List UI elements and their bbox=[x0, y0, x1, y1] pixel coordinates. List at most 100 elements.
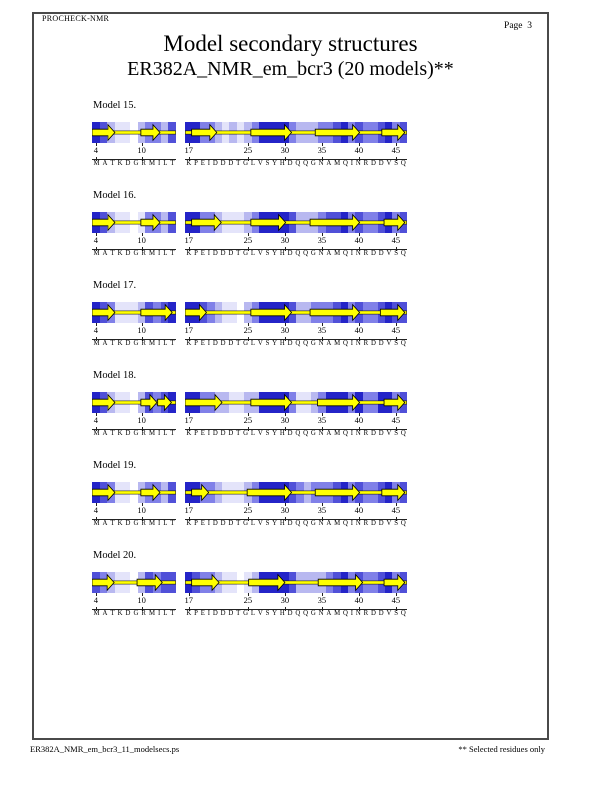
sequence-letter: I bbox=[350, 610, 354, 617]
sequence-letter: T bbox=[236, 250, 241, 257]
sequence-letter: T bbox=[170, 610, 175, 617]
sequence-letter: D bbox=[212, 340, 218, 347]
sequence-letter: D bbox=[287, 430, 293, 437]
beta-strand-arrow bbox=[157, 393, 172, 412]
beta-strand-arrow bbox=[140, 483, 161, 502]
sequence-letter: D bbox=[220, 340, 226, 347]
residue-number: 10 bbox=[137, 325, 146, 335]
sequence-letter: D bbox=[220, 250, 226, 257]
sequence-letter: N bbox=[355, 250, 361, 257]
sequence-letter: G bbox=[133, 610, 139, 617]
secondary-structure-arrows bbox=[185, 483, 407, 502]
sequence-letter: Y bbox=[272, 610, 278, 617]
sequence-letter: L bbox=[250, 610, 255, 617]
residue-strip-right bbox=[185, 212, 408, 233]
residue-number: 25 bbox=[243, 145, 253, 155]
sequence-letter: N bbox=[318, 520, 324, 527]
sequence-letter: Q bbox=[303, 520, 309, 527]
sequence-letter: D bbox=[228, 610, 234, 617]
sequence-letter: I bbox=[350, 520, 354, 527]
sequence-letter: G bbox=[133, 520, 139, 527]
sequence-rule bbox=[185, 429, 407, 430]
sequence-letter: G bbox=[243, 520, 248, 527]
sequence-letter: D bbox=[378, 340, 384, 347]
sequence-letter: T bbox=[236, 160, 241, 167]
sequence-letter: M bbox=[334, 250, 341, 257]
sequence-letter: T bbox=[110, 520, 115, 527]
sequence-letter: P bbox=[194, 610, 198, 617]
sequence-rule bbox=[92, 429, 176, 430]
sequence-letter: Q bbox=[295, 610, 301, 617]
residue-number: 40 bbox=[354, 325, 364, 335]
sequence-letter: Q bbox=[400, 430, 406, 437]
beta-strand-arrow bbox=[379, 303, 406, 322]
sequence-letter: I bbox=[157, 340, 161, 347]
residue-tick bbox=[141, 503, 143, 506]
sequence-rule bbox=[185, 519, 407, 520]
residue-tick bbox=[395, 143, 397, 146]
residue-strip-right bbox=[185, 392, 408, 413]
beta-strand-arrow bbox=[140, 213, 161, 232]
residue-number: 35 bbox=[317, 325, 327, 335]
secondary-structure-arrows bbox=[185, 303, 407, 322]
sequence-letter: H bbox=[279, 340, 285, 347]
residue-number: 17 bbox=[184, 415, 193, 425]
residue-tick bbox=[395, 413, 397, 416]
sequence-letter: A bbox=[102, 430, 108, 437]
residue-number: 17 bbox=[184, 235, 193, 245]
sequence-letter: R bbox=[141, 250, 146, 257]
residue-tick bbox=[188, 233, 190, 236]
sequence-letter: Q bbox=[343, 520, 348, 527]
sequence-letter: K bbox=[186, 340, 192, 347]
residue-tick bbox=[321, 593, 323, 596]
sequence-letter: G bbox=[133, 160, 139, 167]
residue-tick bbox=[247, 593, 249, 596]
sequence-letter: Q bbox=[303, 610, 309, 617]
sequence-letter: K bbox=[186, 520, 192, 527]
sequence-letter: A bbox=[102, 250, 108, 257]
sequence-letter: K bbox=[186, 250, 192, 257]
residue-tick bbox=[358, 503, 360, 506]
sequence-letter: Q bbox=[343, 250, 348, 257]
page-title: Model secondary structures bbox=[163, 31, 418, 56]
residue-number: 4 bbox=[93, 145, 98, 155]
sequence-letter: A bbox=[326, 250, 332, 257]
sequence-rule bbox=[185, 159, 407, 160]
sequence-letter: M bbox=[148, 250, 155, 257]
sequence-letter: T bbox=[236, 340, 241, 347]
residue-tick bbox=[188, 143, 190, 146]
residue-number: 30 bbox=[280, 325, 290, 335]
beta-strand-arrow bbox=[246, 483, 293, 502]
model-label: Model 18. bbox=[93, 370, 137, 381]
sequence-letter: T bbox=[170, 340, 175, 347]
sequence-letter: A bbox=[326, 160, 332, 167]
beta-strand-arrow bbox=[250, 213, 287, 232]
model-label: Model 16. bbox=[93, 190, 137, 201]
sequence-letter: N bbox=[318, 340, 324, 347]
model-section: Model 16. 4 10 M A T K D G R M I L T 17 25 30 35 40 45 K P E I D… bbox=[0, 190, 612, 272]
sequence-letter: G bbox=[310, 610, 316, 617]
residue-strip-right bbox=[185, 122, 408, 143]
residue-strip-right bbox=[185, 482, 408, 503]
residue-tick bbox=[321, 233, 323, 236]
footer-note: ** Selected residues only bbox=[458, 744, 545, 754]
sequence-letter: R bbox=[363, 610, 369, 617]
model-label: Model 20. bbox=[93, 550, 137, 561]
sequence-letter: K bbox=[117, 520, 123, 527]
beta-strand-arrow bbox=[92, 393, 116, 412]
sequence-rule bbox=[92, 249, 176, 250]
sequence-letter: D bbox=[287, 160, 293, 167]
residue-number: 25 bbox=[243, 415, 253, 425]
residue-number: 45 bbox=[391, 325, 401, 335]
model-section: Model 19. 4 10 M A T K D G R M I L T 17 25 30 35 40 45 K P E I D… bbox=[0, 460, 612, 542]
sequence-letter: Q bbox=[295, 160, 301, 167]
sequence-letter: D bbox=[220, 520, 226, 527]
sequence-rule bbox=[92, 339, 176, 340]
residue-number: 40 bbox=[354, 415, 364, 425]
residue-strip-left bbox=[92, 302, 177, 323]
sequence-letter: Q bbox=[343, 340, 348, 347]
sequence-letter: Q bbox=[303, 250, 309, 257]
sequence-letter: S bbox=[265, 250, 270, 257]
